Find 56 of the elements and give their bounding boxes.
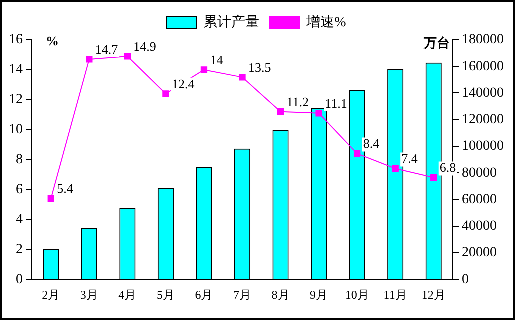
x-tick-label: 2月 xyxy=(42,288,60,302)
data-label: 12.4 xyxy=(172,76,196,92)
data-label: 14.9 xyxy=(134,38,156,54)
point xyxy=(162,90,170,98)
x-tick-label: 6月 xyxy=(195,288,214,302)
data-label: 11.1 xyxy=(325,96,348,111)
point xyxy=(239,74,246,81)
y-tick-label: 2 xyxy=(16,242,23,258)
data-label: 11.2 xyxy=(286,94,310,110)
point xyxy=(316,110,322,117)
y2-tick-label: 20000 xyxy=(462,246,497,261)
point xyxy=(200,66,208,74)
y-tick-label: 0 xyxy=(16,272,23,288)
data-label: 13.5 xyxy=(248,60,272,75)
data-label: 6.8 xyxy=(440,160,456,176)
data-label: 14 xyxy=(210,52,224,68)
point xyxy=(277,108,284,116)
point xyxy=(124,53,132,60)
x-tick-label: 10月 xyxy=(345,288,370,302)
x-tick-label: 3月 xyxy=(80,288,98,302)
y-tick-label: 4 xyxy=(16,212,23,228)
y2-axis-title: 万台 xyxy=(423,35,450,50)
y2-tick-label: 60000 xyxy=(462,192,497,208)
data-label: 7.4 xyxy=(402,151,418,166)
x-tick-label: 8月 xyxy=(272,288,290,302)
y2-tick-label: 140000 xyxy=(462,86,504,101)
legend-label: 增速% xyxy=(306,14,347,31)
point xyxy=(86,56,93,63)
y-tick-label: 12 xyxy=(9,92,23,108)
point xyxy=(354,150,361,158)
x-tick-label: 12月 xyxy=(422,288,446,302)
data-label: 14.7 xyxy=(95,42,119,57)
y-axis-title: % xyxy=(46,33,59,48)
y-tick-label: 14 xyxy=(9,62,23,78)
y2-tick-label: 80000 xyxy=(462,166,497,181)
legend-label: 累计产量 xyxy=(204,14,260,31)
y-tick-label: 16 xyxy=(9,32,23,48)
x-tick-label: 11月 xyxy=(384,288,408,302)
point xyxy=(48,195,54,202)
x-tick-label: 4月 xyxy=(118,288,137,302)
x-tick-label: 7月 xyxy=(234,288,252,302)
y-tick-label: 6 xyxy=(16,182,23,198)
y2-tick-label: 0 xyxy=(462,272,469,288)
x-tick-label: 5月 xyxy=(156,288,175,302)
data-label: 5.4 xyxy=(57,181,74,196)
point xyxy=(392,165,399,172)
x-tick-label: 9月 xyxy=(310,288,328,302)
y2-tick-label: 40000 xyxy=(462,219,497,234)
y2-tick-label: 100000 xyxy=(462,139,504,154)
y-tick-label: 8 xyxy=(16,152,23,168)
point xyxy=(430,174,438,182)
data-label: 8.4 xyxy=(363,136,380,152)
y2-tick-label: 160000 xyxy=(462,59,504,74)
y2-tick-label: 120000 xyxy=(462,112,504,128)
y-tick-label: 10 xyxy=(9,122,23,138)
y2-tick-label: 180000 xyxy=(462,32,504,48)
